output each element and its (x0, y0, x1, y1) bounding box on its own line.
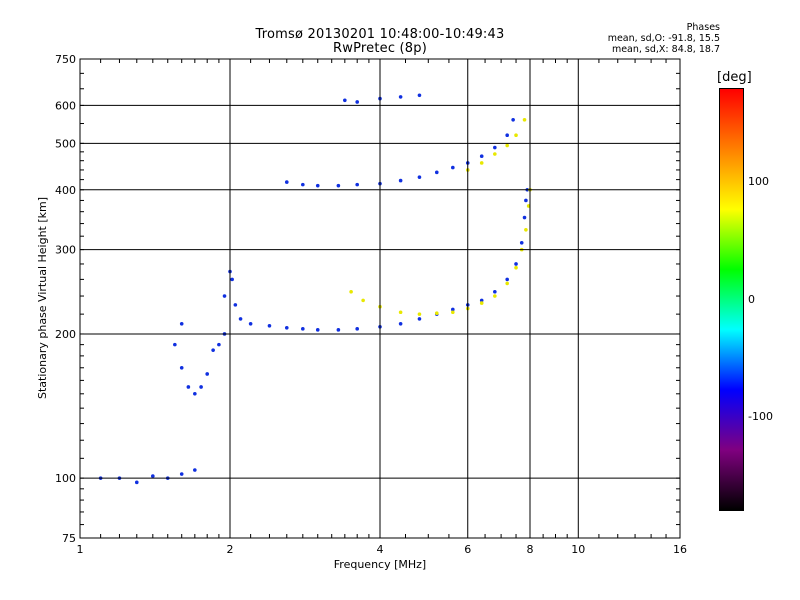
data-point (417, 175, 422, 179)
data-point (398, 322, 403, 326)
y-tick-label: 600 (55, 99, 76, 112)
data-point (505, 281, 509, 286)
data-point (211, 348, 215, 352)
data-point (230, 277, 234, 282)
data-point (479, 154, 484, 159)
phase-colorbar (719, 88, 744, 511)
data-point (315, 183, 320, 188)
data-point (451, 310, 455, 315)
data-point (343, 98, 347, 103)
data-point (284, 326, 289, 330)
data-point (179, 472, 184, 476)
colorbar-tick-label: 0 (748, 292, 755, 306)
y-axis-label: Stationary phase Virtual Height [km] (36, 197, 49, 399)
data-point (361, 298, 365, 303)
data-point (479, 161, 484, 165)
y-tick-label: 500 (55, 137, 76, 150)
data-point (336, 328, 341, 332)
y-tick-label: 75 (62, 532, 76, 545)
data-point (511, 117, 515, 122)
data-point (514, 133, 518, 137)
plot-frame (79, 58, 681, 539)
data-point (514, 262, 518, 266)
x-tick-label: 4 (377, 543, 384, 556)
data-point (179, 365, 184, 370)
data-point (238, 317, 243, 321)
data-point (193, 468, 197, 472)
data-point (398, 178, 403, 183)
data-point (186, 385, 191, 389)
data-point (493, 145, 497, 150)
data-point (524, 198, 528, 203)
chart-subtitle: RwPretec (8p) (333, 41, 427, 56)
chart-title: Tromsø 20130201 10:48:00-10:49:43 (255, 27, 505, 42)
data-point (248, 322, 253, 326)
data-point (349, 289, 353, 294)
data-point (222, 294, 227, 298)
data-point (519, 240, 524, 245)
data-point (301, 327, 305, 331)
colorbar-tick-label: 100 (748, 175, 769, 188)
x-tick-label: 16 (673, 543, 687, 556)
data-point (434, 311, 439, 315)
data-point (479, 298, 484, 303)
data-point (199, 385, 203, 389)
phases-o-stats: mean, sd,O: -91.8, 15.5 (607, 33, 720, 44)
data-point (451, 307, 455, 312)
data-point (301, 182, 305, 187)
data-point (193, 392, 197, 396)
data-point (493, 294, 497, 298)
data-point (505, 143, 509, 148)
x-tick-label: 8 (527, 543, 534, 556)
data-point (151, 474, 155, 478)
data-point (233, 303, 238, 307)
x-tick-label: 1 (77, 543, 84, 556)
data-point (267, 324, 272, 328)
y-tick-label: 750 (55, 53, 76, 66)
y-tick-label: 200 (55, 328, 76, 341)
data-point (514, 265, 518, 270)
x-axis-label: Frequency [MHz] (334, 558, 426, 571)
data-point (493, 289, 497, 294)
x-tick-label: 2 (227, 543, 234, 556)
data-point (398, 95, 403, 99)
data-point (417, 93, 422, 98)
x-tick-label: 10 (571, 543, 585, 556)
data-point (434, 170, 439, 175)
data-point (355, 327, 359, 331)
data-point (398, 310, 403, 315)
data-point (315, 328, 320, 332)
data-point (479, 301, 484, 305)
data-point (505, 277, 509, 282)
data-point (355, 182, 359, 187)
data-point (505, 133, 509, 137)
colorbar-unit-label: [deg] (717, 70, 752, 85)
data-point (336, 183, 341, 188)
data-point (417, 317, 422, 321)
data-point (522, 117, 527, 122)
data-point (522, 215, 527, 220)
data-point (173, 342, 177, 347)
data-point (284, 180, 289, 184)
y-tick-label: 400 (55, 184, 76, 197)
y-tick-label: 300 (55, 244, 76, 257)
phases-heading: Phases (686, 22, 720, 33)
data-point (524, 227, 528, 232)
data-point (205, 372, 209, 376)
phases-x-stats: mean, sd,X: 84.8, 18.7 (611, 44, 720, 55)
y-tick-label: 100 (55, 472, 76, 485)
data-point (134, 480, 139, 485)
data-point (451, 165, 455, 170)
data-point (355, 100, 359, 104)
colorbar-tick-label: -100 (748, 410, 773, 423)
data-point (179, 322, 184, 326)
data-point (417, 312, 422, 316)
x-tick-label: 6 (464, 543, 471, 556)
data-point (493, 152, 497, 156)
data-point (217, 342, 221, 347)
